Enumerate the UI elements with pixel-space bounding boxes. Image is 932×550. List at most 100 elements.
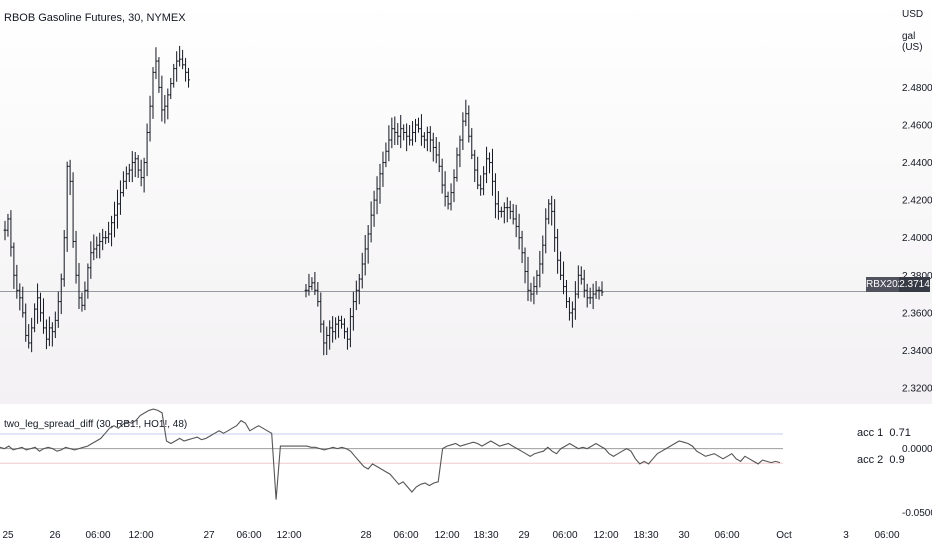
ohlc-bar — [414, 118, 417, 143]
ohlc-bar — [334, 317, 337, 340]
ohlc-bar — [12, 242, 16, 289]
time-tick-label: 25 — [2, 530, 14, 541]
ohlc-bar — [375, 176, 379, 215]
ohlc-bar — [139, 159, 143, 187]
price-tick-label: 2.4600 — [902, 120, 932, 131]
ohlc-bar — [488, 152, 491, 174]
ohlc-bar — [464, 99, 468, 127]
last-price-tag: 2.3714 — [899, 277, 930, 292]
ohlc-bar — [369, 201, 373, 243]
ohlc-bar — [562, 261, 565, 295]
time-tick-label: 12:00 — [128, 530, 153, 541]
ohlc-bar — [354, 280, 358, 311]
ohlc-bar — [71, 172, 75, 248]
indicator-tick-label: 0.0000 — [902, 444, 932, 455]
ohlc-bar — [390, 117, 394, 149]
ohlc-bar — [556, 228, 559, 274]
ohlc-bar — [553, 199, 557, 252]
ohlc-bar — [77, 262, 81, 309]
ohlc-bar — [582, 269, 586, 298]
time-tick-label: Oct — [776, 530, 792, 541]
ohlc-bar — [571, 301, 574, 328]
ohlc-bar — [597, 286, 601, 300]
time-tick-label: 06:00 — [874, 530, 899, 541]
ohlc-bar — [585, 283, 589, 308]
ohlc-bar — [24, 303, 28, 342]
time-tick-label: 27 — [203, 530, 215, 541]
ohlc-bar — [181, 49, 184, 70]
ohlc-bar — [6, 213, 10, 237]
ohlc-bar — [42, 298, 45, 334]
time-tick-label: 30 — [678, 530, 690, 541]
ohlc-bar — [544, 208, 548, 254]
ohlc-bar — [514, 204, 518, 238]
ohlc-bar — [319, 292, 323, 333]
ohlc-bar — [172, 63, 176, 88]
ohlc-bar — [340, 315, 343, 329]
ohlc-bar — [169, 77, 173, 100]
indicator-lines — [0, 408, 783, 500]
ohlc-bar — [39, 292, 42, 322]
ohlc-bar — [337, 315, 340, 338]
ohlc-bar — [104, 230, 108, 245]
ohlc-bar — [48, 316, 51, 347]
ohlc-bar — [591, 283, 595, 310]
ohlc-bar — [491, 148, 494, 196]
ohlc-bar — [511, 204, 515, 225]
spread-diff-line — [0, 408, 781, 500]
ohlc-bar — [565, 280, 568, 309]
ohlc-bar — [68, 159, 72, 196]
ohlc-bar — [343, 318, 346, 339]
ohlc-bar — [473, 149, 477, 183]
ohlc-bar — [576, 265, 580, 299]
ohlc-bar — [411, 121, 414, 146]
ohlc-bar — [547, 199, 551, 225]
ohlc-bar — [502, 202, 506, 224]
ohlc-bar — [425, 126, 429, 152]
ohlc-bar — [166, 88, 170, 120]
ohlc-bar — [517, 213, 521, 250]
ohlc-bar — [384, 142, 388, 168]
time-tick-label: 06:00 — [552, 530, 577, 541]
ohlc-bar — [378, 163, 382, 204]
ohlc-bar — [45, 319, 48, 350]
ohlc-bar — [423, 132, 426, 149]
time-tick-label: 06:00 — [236, 530, 261, 541]
time-tick-label: 06:00 — [393, 530, 418, 541]
ohlc-bar — [402, 124, 406, 141]
ohlc-bar — [455, 147, 459, 182]
ohlc-bar — [80, 292, 84, 312]
price-tick-label: 2.4800 — [902, 83, 932, 94]
ohlc-bar — [431, 132, 435, 162]
ohlc-bar — [417, 117, 420, 133]
ohlc-bar — [476, 156, 480, 190]
price-pane[interactable] — [0, 0, 932, 404]
ohlc-bar — [467, 105, 471, 143]
ohlc-bar — [65, 161, 69, 252]
ohlc-bar — [482, 166, 485, 196]
price-tick-label: 2.4000 — [902, 233, 932, 244]
ohlc-bar — [393, 116, 397, 146]
ohlc-bar — [600, 281, 604, 296]
ohlc-bar — [437, 141, 441, 173]
indicator-tick-label: -0.0500 — [902, 508, 932, 519]
currency-label: USD — [902, 9, 924, 20]
time-tick-label: 29 — [518, 530, 530, 541]
time-tick-label: 28 — [360, 530, 372, 541]
ohlc-bar — [101, 228, 105, 251]
ohlc-bar — [307, 273, 311, 296]
ohlc-bar — [313, 272, 317, 296]
ohlc-bar — [316, 282, 320, 307]
ohlc-bar — [458, 135, 462, 168]
ohlc-bar — [449, 183, 453, 211]
ohlc-bar — [372, 190, 376, 227]
indicator-title: two_leg_spread_diff (30, RB1!, HO1!, 48) — [4, 419, 188, 430]
time-tick-label: 3 — [843, 530, 849, 541]
ohlc-bar — [357, 273, 361, 305]
ohlc-bar — [50, 322, 54, 347]
ohlc-bar — [98, 232, 102, 259]
ohlc-bar — [434, 136, 438, 164]
time-tick-label: 06:00 — [714, 530, 739, 541]
ohlc-bar — [328, 320, 332, 350]
